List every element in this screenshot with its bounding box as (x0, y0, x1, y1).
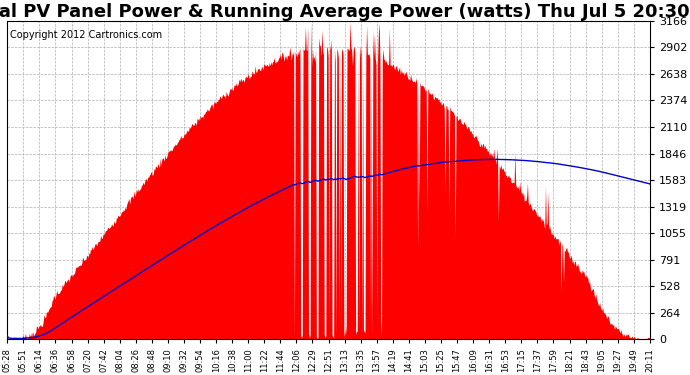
Title: Total PV Panel Power & Running Average Power (watts) Thu Jul 5 20:30: Total PV Panel Power & Running Average P… (0, 3, 689, 21)
Text: Copyright 2012 Cartronics.com: Copyright 2012 Cartronics.com (10, 30, 163, 40)
